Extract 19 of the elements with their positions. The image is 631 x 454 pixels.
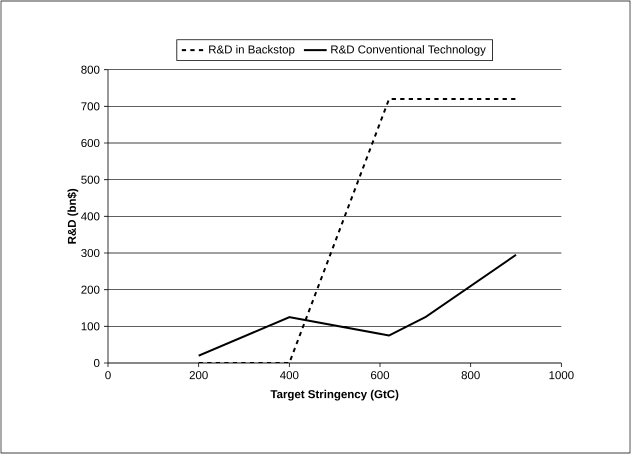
x-axis-title: Target Stringency (GtC): [270, 390, 398, 401]
x-tick-label: 200: [190, 371, 208, 380]
x-tick-label: 1000: [549, 371, 574, 380]
x-tick-label: 800: [462, 371, 480, 380]
y-tick-label: 600: [81, 138, 100, 148]
legend-label: R&D Conventional Technology: [331, 45, 486, 56]
x-tick-label: 600: [371, 371, 390, 380]
y-tick-label: 200: [81, 286, 100, 294]
y-tick-label: 100: [82, 322, 100, 330]
y-tick-label: 0: [94, 358, 100, 368]
y-axis-title: R&D (bn$): [67, 188, 78, 244]
y-tick-label: 300: [81, 248, 100, 258]
y-tick-label: 500: [81, 176, 100, 184]
y-tick-label: 400: [81, 212, 100, 220]
x-tick-label: 400: [280, 371, 298, 380]
y-tick-label: 800: [81, 66, 100, 74]
legend-label: R&D in Backstop: [209, 45, 294, 56]
y-tick-label: 700: [81, 102, 100, 110]
x-tick-label: 0: [105, 371, 111, 380]
